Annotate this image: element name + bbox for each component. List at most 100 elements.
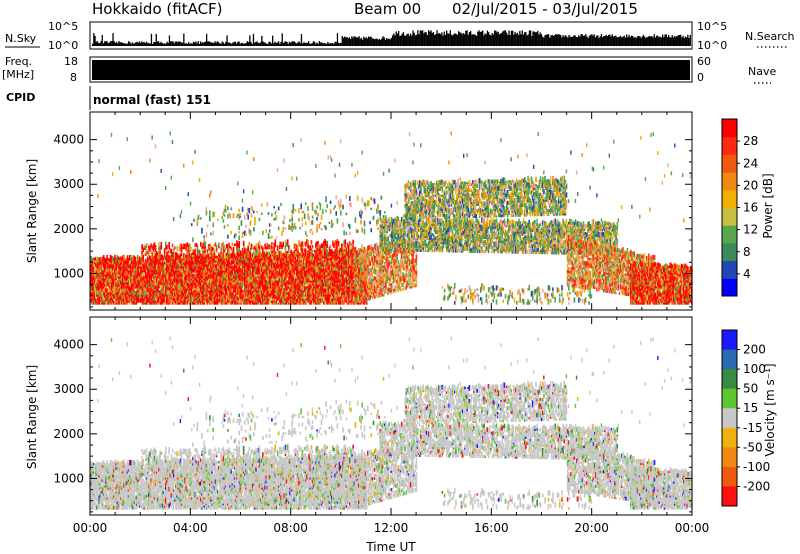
nsky-bar <box>250 42 251 46</box>
nsky-bar <box>507 35 508 46</box>
nsky-bar <box>285 41 286 46</box>
nsky-bar <box>313 41 314 46</box>
nsky-bar <box>441 32 442 46</box>
nsky-bar <box>361 38 362 46</box>
nsky-bar <box>492 33 493 46</box>
nsky-bar <box>321 42 322 46</box>
nsky-bar <box>102 35 103 46</box>
nsky-bar <box>438 34 439 46</box>
nsky-bar <box>390 39 391 46</box>
nsky-bar <box>260 42 261 46</box>
nsky-bar <box>139 41 140 46</box>
nsky-bar <box>518 35 519 46</box>
nsky-bar <box>544 35 545 46</box>
nsky-bar <box>655 37 656 46</box>
nsky-bar <box>154 42 155 46</box>
nsky-bar <box>601 34 602 46</box>
nsky-bar <box>625 38 626 46</box>
nsky-bar <box>656 36 657 46</box>
nsky-bar <box>680 35 681 46</box>
power-cell <box>97 194 98 198</box>
nsky-bar <box>357 37 358 46</box>
nsky-bar <box>615 36 616 46</box>
power-cell <box>98 159 99 163</box>
nsky-bar <box>554 35 555 46</box>
nsky-bar <box>189 44 190 46</box>
cpid-value: normal (fast) 151 <box>93 93 211 107</box>
nsky-bar <box>478 30 479 46</box>
nsky-bar <box>289 42 290 46</box>
nsky-bar <box>627 37 628 46</box>
nsky-bar <box>115 43 116 46</box>
power-cell <box>127 137 128 141</box>
nsky-bar <box>684 38 685 46</box>
nsky-bar <box>517 33 518 46</box>
nsky-bar <box>99 43 100 46</box>
nsky-bar <box>220 44 221 46</box>
nsky-bar <box>610 37 611 46</box>
nsky-bar <box>516 34 517 46</box>
nsky-bar <box>190 43 191 46</box>
nsky-bar <box>98 43 99 46</box>
nsky-bar <box>493 34 494 46</box>
nsky-bar <box>216 42 217 46</box>
nsky-bar <box>171 41 172 46</box>
nsky-bar <box>316 43 317 46</box>
nsky-bar <box>678 35 679 46</box>
nsky-bar <box>397 33 398 46</box>
nsky-bar <box>574 35 575 46</box>
nsky-bar <box>118 41 119 46</box>
nsky-bar <box>342 36 343 46</box>
nsky-bar <box>436 30 437 46</box>
nsky-bar <box>375 39 376 46</box>
nsky-bar <box>210 42 211 46</box>
nsky-bar <box>504 30 505 46</box>
nsky-bar <box>402 34 403 46</box>
nsky-bar <box>309 44 310 46</box>
power-cell <box>150 276 152 281</box>
nsky-bar <box>336 42 337 46</box>
nsky-bar <box>110 41 111 46</box>
nsky-bar <box>348 38 349 46</box>
nsky-bar <box>580 34 581 46</box>
nsky-bar <box>352 38 353 46</box>
nsky-bar <box>106 41 107 46</box>
power-cell <box>129 303 131 305</box>
nsky-bar <box>418 34 419 46</box>
nsky-bar <box>368 37 369 46</box>
nsky-bar <box>495 30 496 46</box>
nsky-bar <box>598 38 599 46</box>
nsky-bar <box>506 33 507 46</box>
nsky-bar <box>338 43 339 46</box>
nsky-bar <box>657 36 658 46</box>
nsky-bar <box>277 43 278 46</box>
nsky-bar <box>312 43 313 46</box>
nsky-bar <box>141 41 142 46</box>
nsky-bar <box>494 31 495 46</box>
nsky-bar <box>663 37 664 46</box>
nsky-bar <box>624 36 625 46</box>
nsky-bar <box>225 42 226 46</box>
nsky-bar <box>476 36 477 46</box>
nsky-bar <box>526 35 527 46</box>
nsky-bar <box>608 35 609 46</box>
nsky-bar <box>126 44 127 46</box>
nsky-bar <box>424 32 425 46</box>
nsky-bar <box>667 37 668 46</box>
nsky-bar <box>464 34 465 46</box>
nsky-bar <box>116 42 117 46</box>
nsky-bar <box>198 41 199 46</box>
nsky-bar <box>626 34 627 46</box>
nsky-bar <box>123 43 124 46</box>
nsky-bar <box>614 36 615 46</box>
nsky-bar <box>469 32 470 46</box>
nsky-bar <box>486 34 487 46</box>
nsky-bar <box>619 37 620 46</box>
nsky-bar <box>650 37 651 46</box>
nsky-bar <box>442 36 443 46</box>
nsky-bar <box>447 33 448 46</box>
nsky-bar <box>642 36 643 46</box>
nsky-bar <box>195 41 196 46</box>
nsky-bar <box>622 37 623 46</box>
